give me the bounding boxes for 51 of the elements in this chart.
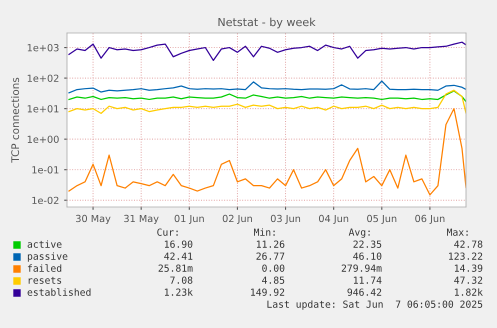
x-tick-label: 02 Jun — [222, 214, 252, 224]
y-axis-title: TCP connections — [11, 78, 20, 163]
text: 47.32 — [454, 276, 482, 284]
text: 1.23k — [164, 288, 193, 296]
x-tick-label: 06 Jun — [415, 214, 444, 224]
text: 16.90 — [164, 240, 192, 248]
line-series — [68, 108, 466, 196]
legend-label: passive — [28, 252, 68, 262]
text: 11.26 — [256, 240, 284, 248]
text: Min: — [254, 228, 275, 236]
text: 42.41 — [164, 252, 192, 260]
y-tick-label: 1e-02 — [32, 196, 58, 204]
y-tick-label: 1e+01 — [28, 105, 58, 112]
y-tick-label: 1e-01 — [32, 166, 58, 174]
text: 123.22 — [449, 252, 482, 260]
text: 46.10 — [353, 252, 382, 260]
text: Last update: Sat Jun 7 06:05:00 2025 — [267, 300, 482, 310]
text: 1.82k — [454, 288, 483, 296]
line-series — [68, 42, 466, 62]
legend-label: established — [28, 288, 90, 296]
legend-label: active — [28, 240, 62, 248]
x-tick-label: 03 Jun — [270, 214, 300, 224]
text: Cur: — [157, 228, 178, 236]
x-tick-label: 01 Jun — [174, 214, 204, 224]
line-series — [68, 80, 466, 94]
line-series — [68, 90, 466, 114]
text: 25.81m — [158, 264, 193, 272]
x-tick-label: 30 May — [76, 214, 111, 224]
chart-title: Netstat - by week — [218, 18, 316, 28]
text: 149.92 — [251, 288, 284, 296]
text: 279.94m — [342, 264, 382, 272]
legend-label: failed — [28, 264, 62, 272]
legend-label: resets — [28, 276, 62, 284]
x-tick-label: 05 Jun — [367, 214, 396, 224]
y-tick-label: 1e+00 — [28, 136, 59, 143]
x-tick-label: 31 May — [124, 214, 159, 224]
y-tick-label: 1e+03 — [28, 44, 59, 52]
text: 11.74 — [354, 276, 382, 284]
text: 42.78 — [454, 240, 482, 248]
text: 22.35 — [353, 240, 382, 248]
text: 0.00 — [262, 264, 284, 272]
text: 14.39 — [454, 264, 482, 272]
text: Max: — [446, 228, 468, 236]
text: Avg: — [348, 228, 370, 238]
text: 946.42 — [347, 288, 382, 296]
x-tick-label: 04 Jun — [318, 214, 348, 224]
text: 26.77 — [256, 252, 284, 260]
text: 7.08 — [170, 276, 192, 284]
text: 4.85 — [262, 276, 284, 284]
y-tick-label: 1e+02 — [28, 74, 58, 82]
line-series — [68, 90, 466, 102]
